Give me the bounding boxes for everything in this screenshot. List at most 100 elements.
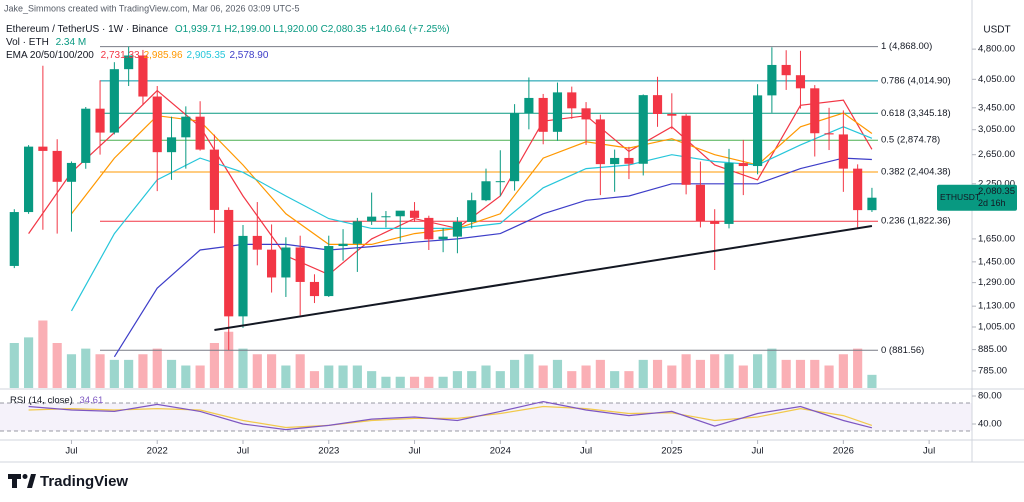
- candle-body: [667, 113, 677, 116]
- volume-bar: [209, 343, 219, 388]
- legend-line: EMA 20/50/100/200 2,731.33 2,985.96 2,905.…: [6, 50, 269, 61]
- logo-part: [27, 474, 36, 488]
- front-layer: Jake_Simmons created with TradingView.co…: [0, 0, 1024, 490]
- volume-bar: [538, 365, 548, 388]
- y-tick-label: 1,650.00: [978, 233, 1015, 244]
- brand-name: TradingView: [40, 473, 128, 490]
- volume-bar: [367, 371, 377, 388]
- volume-bar: [467, 371, 477, 388]
- y-tick-label: 785.00: [978, 365, 1007, 376]
- candle-body: [195, 116, 205, 150]
- candle-body: [753, 95, 763, 167]
- currency: USDT: [983, 25, 1010, 36]
- credit: Jake_Simmons created with TradingView.co…: [4, 3, 299, 13]
- volume-bar: [681, 354, 691, 388]
- fib-label: 0.5 (2,874.78): [881, 135, 940, 146]
- volume-bar: [252, 354, 262, 388]
- candle-body: [452, 221, 462, 237]
- x-tick-label: 2024: [490, 446, 511, 457]
- logo-part: [8, 474, 21, 479]
- candle-body: [38, 146, 48, 151]
- volume-bar: [295, 354, 305, 388]
- legend-line: Ethereum / TetherUS · 1W · Binance O1,93…: [6, 24, 450, 35]
- candle-body: [724, 163, 734, 224]
- rsi-band: [0, 403, 972, 431]
- volume-bar: [124, 359, 134, 388]
- volume-bar: [395, 376, 405, 388]
- candle-body: [224, 209, 234, 317]
- volume-bar: [838, 354, 848, 388]
- symbol: Ethereum / TetherUS · 1W · Binance: [6, 24, 169, 35]
- candle-body: [638, 95, 648, 164]
- candle-body: [52, 150, 62, 182]
- volume-bar: [567, 371, 577, 388]
- ema-value: 2,985.96: [144, 50, 183, 61]
- y-tick-label: 1,450.00: [978, 256, 1015, 267]
- ema-value: 2,905.35: [187, 50, 226, 61]
- ema-line: [71, 112, 873, 245]
- x-tick-label: 2026: [833, 446, 854, 457]
- fib-label: 1 (4,868.00): [881, 41, 932, 52]
- candle-body: [66, 162, 77, 182]
- volume-bar: [667, 365, 677, 388]
- y-tick-label: 40.00: [978, 419, 1002, 430]
- candle-body: [138, 55, 148, 97]
- candle-body: [166, 137, 177, 153]
- volume-label: Vol · ETH: [6, 37, 49, 48]
- volume-bar: [524, 354, 534, 388]
- candle-body: [409, 210, 420, 218]
- volume-bar: [795, 359, 806, 388]
- fib-label: 0 (881.56): [881, 345, 924, 356]
- candle-body: [681, 115, 691, 185]
- x-tick-label: Jul: [237, 446, 249, 457]
- y-tick-label: 1,290.00: [978, 277, 1015, 288]
- candle-body: [781, 64, 791, 76]
- volume-bar: [610, 371, 620, 388]
- volume-bar: [152, 348, 162, 388]
- volume-bar: [624, 371, 634, 388]
- volume-bar: [867, 374, 877, 388]
- volume-bar: [9, 343, 19, 388]
- back-layer: [0, 46, 972, 432]
- volume-bar: [81, 348, 91, 388]
- candle-body: [524, 97, 534, 114]
- volume-bar: [66, 354, 77, 388]
- ema-value: 2,578.90: [229, 50, 268, 61]
- volume-bar: [138, 354, 148, 388]
- candle-body: [338, 243, 348, 247]
- price-tag-price: 2,080.35: [978, 186, 1015, 197]
- rsi-label: RSI (14, close): [10, 395, 73, 406]
- volume-bar: [381, 376, 391, 388]
- y-tick-label: 1,130.00: [978, 301, 1015, 312]
- candle-body: [567, 92, 577, 109]
- candle-body: [24, 146, 34, 213]
- candle-body: [495, 181, 505, 183]
- candle-body: [381, 216, 391, 218]
- volume-bar: [267, 354, 277, 388]
- volume-bar: [510, 359, 520, 388]
- volume-bar: [409, 376, 420, 388]
- y-tick-label: 80.00: [978, 391, 1002, 402]
- volume-bar: [595, 359, 605, 388]
- logo-part: [22, 474, 28, 479]
- candle-body: [467, 200, 477, 222]
- y-tick-label: 3,050.00: [978, 124, 1015, 135]
- candle-body: [81, 108, 91, 163]
- candle-body: [209, 149, 219, 210]
- volume-bar: [109, 359, 119, 388]
- volume-bar: [581, 365, 591, 388]
- fib-label: 0.786 (4,014.90): [881, 75, 951, 86]
- candle-body: [181, 116, 191, 138]
- volume-bar: [638, 359, 648, 388]
- trendline: [214, 225, 873, 332]
- x-tick-label: Jul: [65, 446, 77, 457]
- x-tick-label: 2022: [147, 446, 168, 457]
- volume-value: 2.34 M: [56, 37, 87, 48]
- volume-bar: [38, 320, 48, 388]
- candle-body: [95, 108, 105, 133]
- volume-bar: [95, 354, 105, 388]
- y-tick-label: 885.00: [978, 344, 1007, 355]
- volume-bar: [352, 365, 362, 388]
- y-tick-label: 2,650.00: [978, 149, 1015, 160]
- volume-bar: [52, 343, 62, 388]
